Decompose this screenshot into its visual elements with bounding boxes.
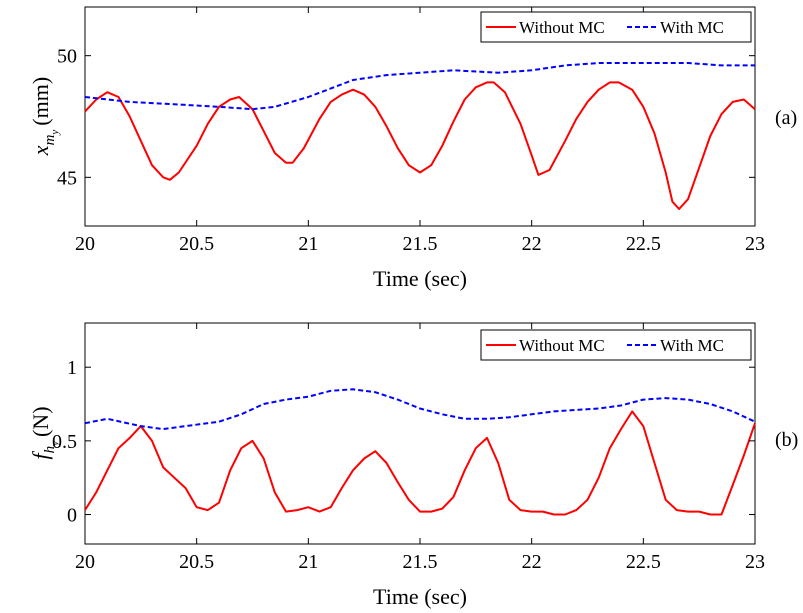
series-line-without-mc [84,81,756,210]
x-tick-label: 23 [745,551,765,573]
plot-area-frame [84,6,756,227]
x-tick-label: 20.5 [179,233,214,255]
x-tick-label: 22.5 [626,551,661,573]
y-tick-label: 45 [57,167,77,189]
panel-label: (a) [775,107,797,129]
x-tick-label: 21.5 [403,551,438,573]
x-tick-label: 20 [75,551,95,573]
legend-label-with-mc: With MC [660,18,724,37]
x-tick-label: 21 [298,551,318,573]
y-tick-label: 0.5 [52,431,77,453]
x-tick-label: 21 [298,233,318,255]
series-line-without-mc [84,410,756,516]
legend: Without MC With MC [480,329,752,361]
series-line-with-mc [84,62,755,111]
panel-b: 20 20.5 21 21.5 22 22.5 23 0 0.5 1 Without MC Wit… [28,322,798,609]
x-tick-label: 23 [745,233,765,255]
legend-label-without-mc: Without MC [519,18,605,37]
legend-label-without-mc: Without MC [519,336,605,355]
y-tick-label: 50 [57,46,77,68]
x-tick-label: 20 [75,233,95,255]
x-axis-label: Time (sec) [373,266,467,291]
tick-layer: 20 20.5 21 21.5 22 22.5 23 0 0.5 1 [52,323,765,573]
legend: Without MC With MC [480,11,752,43]
panel-a: 20 20.5 21 21.5 22 22.5 23 45 50 Without MC With… [28,6,797,291]
tick-layer: 20 20.5 21 21.5 22 22.5 23 45 50 [57,7,765,255]
y-axis-label: xmy(mm) [28,77,61,156]
series-layer [84,62,756,210]
y-tick-label: 1 [67,357,77,379]
x-axis-label: Time (sec) [373,584,467,609]
series-line-with-mc [84,388,756,431]
y-axis-label: fhy(N) [28,406,61,459]
x-tick-label: 22.5 [626,233,661,255]
x-tick-label: 21.5 [403,233,438,255]
legend-box [480,329,752,361]
x-tick-label: 22 [522,551,542,573]
series-layer [84,388,756,516]
legend-box [480,11,752,43]
legend-label-with-mc: With MC [660,336,724,355]
panel-label: (b) [775,429,798,451]
x-tick-label: 22 [522,233,542,255]
y-tick-label: 0 [67,505,77,527]
x-tick-label: 20.5 [179,551,214,573]
